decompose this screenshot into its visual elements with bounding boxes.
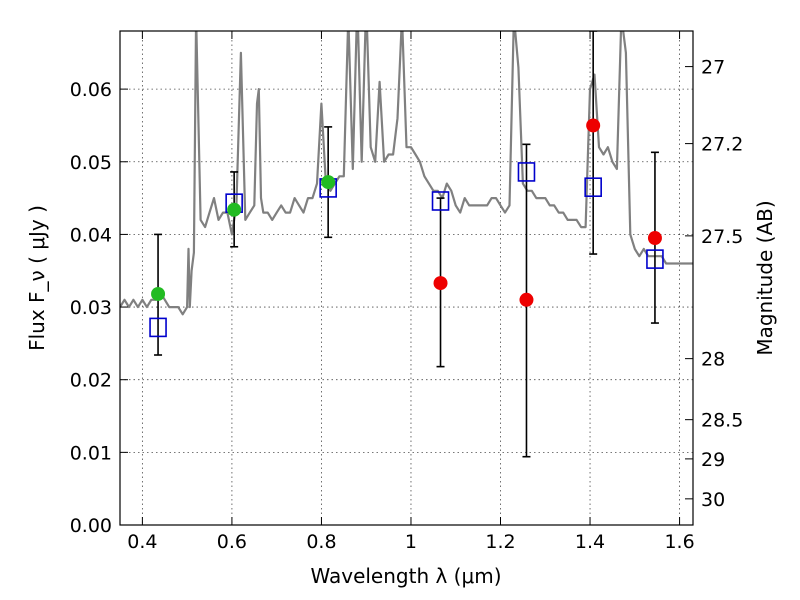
y-tick-label: 0.01 [70,442,112,464]
y-tick-label: 0.05 [70,152,112,174]
right-tick-label: 30 [701,489,725,511]
x-tick-label: 0.8 [306,531,336,553]
x-tick-label: 1.6 [664,531,694,553]
x-tick-label: 1.4 [575,531,605,553]
observed-point [433,276,448,291]
right-tick-label: 27 [701,57,725,79]
y-tick-label: 0.00 [70,515,112,537]
plot-frame [119,30,694,526]
right-tick-label: 29 [701,449,725,471]
y-axis-title: Flux F_ν ( μJy ) [25,205,49,351]
y-tick-label: 0.06 [70,79,112,101]
observed-point [227,202,242,217]
right-tick-label: 28 [701,349,725,371]
x-axis-title: Wavelength λ (μm) [310,564,501,588]
marker-layer [149,118,664,338]
errorbar-layer [154,31,659,458]
model-spectrum-line [120,31,693,316]
axis-ticks: 0.4 0.6 0.8 1 1.2 1.4 1.6 0.00 0.01 0.02 0.03 0.04 0… [70,31,743,553]
observed-point [647,231,662,246]
model-bandpass-square [646,249,664,269]
right-axis-title: Magnitude (AB) [753,200,777,355]
x-tick-label: 0.6 [217,531,247,553]
x-tick-label: 1.2 [485,531,515,553]
observed-point [151,286,166,301]
grid [120,31,693,526]
observed-point [519,292,534,307]
observed-point [586,118,601,133]
y-tick-label: 0.03 [70,297,112,319]
model-bandpass-square [517,162,536,182]
y-tick-label: 0.04 [70,224,112,246]
model-spectrum-layer [120,31,693,316]
observed-point [321,175,336,190]
right-tick-label: 27.5 [701,226,743,248]
right-tick-label: 27.2 [701,134,743,156]
model-bandpass-square [149,317,167,338]
model-bandpass-square [584,177,602,197]
right-tick-label: 28.5 [701,410,743,432]
y-tick-label: 0.02 [70,370,112,392]
x-tick-label: 1 [405,531,417,553]
model-bandpass-square [431,191,450,211]
x-tick-label: 0.4 [127,531,157,553]
